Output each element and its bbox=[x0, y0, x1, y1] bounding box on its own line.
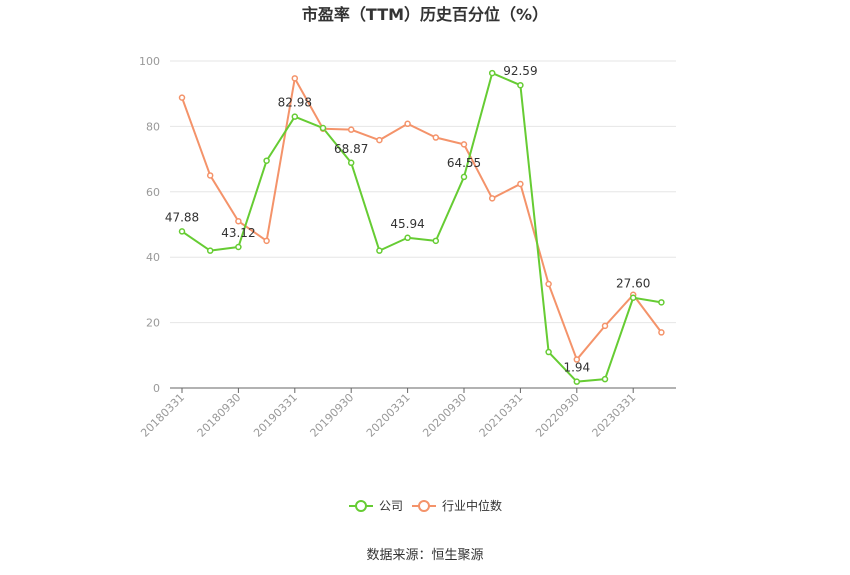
data-point bbox=[517, 81, 524, 89]
data-point bbox=[178, 228, 186, 235]
data-label: 68.87 bbox=[334, 142, 368, 156]
data-point bbox=[573, 378, 581, 385]
data-point bbox=[263, 157, 270, 164]
data-point bbox=[347, 126, 355, 133]
data-point bbox=[432, 237, 440, 245]
legend-swatch-marker bbox=[355, 500, 367, 512]
legend-label: 行业中位数 bbox=[442, 498, 502, 513]
y-tick-label: 100 bbox=[139, 55, 160, 68]
series-line-1 bbox=[181, 77, 663, 361]
data-point bbox=[658, 329, 665, 336]
data-point bbox=[488, 195, 496, 202]
data-point bbox=[376, 136, 383, 144]
legend-label: 公司 bbox=[379, 499, 403, 513]
data-point bbox=[629, 294, 637, 301]
data-point bbox=[319, 124, 327, 132]
y-axis-ticks: 0 20 40 60 80 100 bbox=[139, 55, 160, 395]
x-tick-label: 20230331 bbox=[590, 391, 639, 440]
x-tick-label: 20220930 bbox=[533, 391, 582, 440]
data-label: 27.60 bbox=[616, 277, 650, 291]
data-point bbox=[263, 237, 270, 245]
x-tick-label: 20190930 bbox=[308, 391, 357, 440]
x-tick-label: 20190331 bbox=[251, 391, 300, 440]
data-point bbox=[601, 375, 609, 383]
data-label: 92.59 bbox=[503, 64, 537, 78]
data-labels: 47.88 43.12 82.98 68.87 45.94 64.55 92.59 1.94 2… bbox=[165, 64, 651, 374]
data-label: 82.98 bbox=[278, 96, 312, 110]
x-tick-label: 20210331 bbox=[477, 391, 526, 440]
x-tick-label: 20200331 bbox=[364, 391, 413, 440]
x-axis-ticks: 20180331 20180930 20190331 20190930 20200331… bbox=[138, 391, 638, 440]
data-point bbox=[404, 120, 411, 128]
data-point bbox=[235, 217, 242, 225]
data-label: 1.94 bbox=[563, 361, 590, 375]
series-lines bbox=[181, 72, 663, 383]
data-point bbox=[206, 247, 214, 254]
data-point bbox=[178, 94, 186, 101]
data-label: 45.94 bbox=[390, 217, 424, 231]
data-point bbox=[545, 280, 552, 288]
legend: 公司 行业中位数 bbox=[349, 498, 502, 513]
chart-title: 市盈率（TTM）历史百分位（%） bbox=[302, 5, 548, 24]
data-point bbox=[573, 356, 581, 363]
y-tick-label: 40 bbox=[146, 251, 160, 264]
data-point bbox=[376, 247, 383, 254]
data-label: 64.55 bbox=[447, 156, 481, 170]
data-label: 43.12 bbox=[221, 226, 255, 240]
data-point bbox=[235, 243, 242, 251]
data-point bbox=[460, 173, 468, 181]
y-tick-label: 60 bbox=[146, 186, 160, 199]
data-point bbox=[658, 299, 665, 306]
data-point bbox=[291, 113, 299, 120]
source-note: 数据来源：恒生聚源 bbox=[366, 548, 483, 563]
series-line-0 bbox=[181, 72, 662, 383]
data-point bbox=[488, 69, 496, 77]
y-tick-label: 80 bbox=[146, 120, 160, 133]
data-point bbox=[517, 180, 524, 188]
data-point bbox=[601, 322, 609, 330]
data-point bbox=[432, 134, 440, 141]
x-tick-label: 20200930 bbox=[420, 391, 469, 440]
y-tick-label: 0 bbox=[153, 382, 160, 395]
x-tick-label: 20180331 bbox=[138, 391, 187, 440]
legend-swatch-marker bbox=[418, 500, 430, 512]
data-point bbox=[347, 159, 355, 167]
data-point bbox=[206, 172, 214, 179]
y-tick-label: 20 bbox=[146, 317, 160, 330]
data-point bbox=[404, 234, 411, 242]
data-label: 47.88 bbox=[165, 210, 199, 224]
series-points bbox=[178, 69, 665, 385]
x-axis bbox=[170, 387, 676, 393]
x-tick-label: 20180930 bbox=[195, 391, 244, 440]
data-point bbox=[460, 141, 468, 148]
data-point bbox=[291, 75, 299, 82]
data-point bbox=[545, 348, 552, 356]
gridlines bbox=[170, 60, 676, 324]
